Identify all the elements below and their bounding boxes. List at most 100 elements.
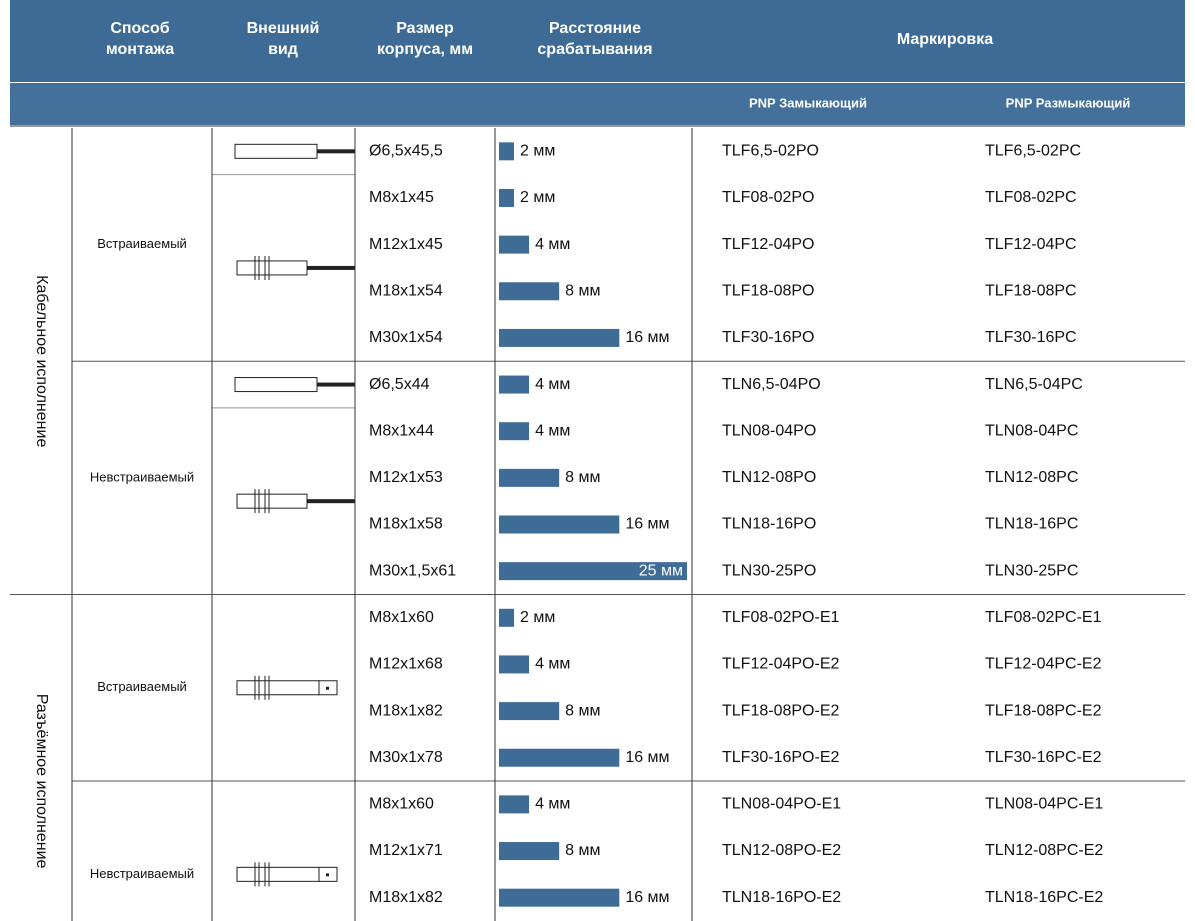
marking-pc: TLN6,5-04PC	[985, 376, 1083, 393]
distance-label: 4 мм	[535, 376, 570, 393]
size: M30x1x78	[369, 749, 443, 766]
header-label: срабатывания	[537, 41, 652, 58]
sensor-body	[236, 260, 308, 276]
size: M30x1,5x61	[369, 562, 456, 579]
cable	[317, 149, 355, 154]
header-label: Способ	[110, 20, 169, 37]
header-label: монтажа	[106, 41, 174, 58]
marking-pc: TLN12-08PC-E2	[985, 842, 1103, 859]
marking-pc: TLN08-04PC	[985, 422, 1078, 439]
marking-pc: TLF6,5-02PC	[985, 143, 1081, 160]
mount: Невстраиваемый	[90, 866, 194, 881]
marking-pc: TLN18-16PC	[985, 516, 1078, 533]
distance-bar	[499, 888, 620, 907]
sensor-body	[236, 493, 308, 509]
marking-po: TLF18-08PO-E2	[722, 702, 839, 719]
distance-label: 4 мм	[535, 236, 570, 253]
size: M18x1x82	[369, 889, 443, 906]
size: M12x1x68	[369, 656, 443, 673]
marking-po: TLN18-16PO	[722, 516, 816, 533]
marking-po: TLN08-04PO-E1	[722, 796, 841, 813]
marking-po: TLF08-02PO	[722, 189, 814, 206]
size: M18x1x54	[369, 282, 443, 299]
header-bg	[10, 0, 1185, 82]
distance-bar	[499, 655, 530, 674]
marking-pc: TLF08-02PC	[985, 189, 1077, 206]
marking-po: TLN6,5-04PO	[722, 376, 821, 393]
marking-pc: TLF18-08PC-E2	[985, 702, 1102, 719]
distance-label: 4 мм	[535, 796, 570, 813]
marking-po: TLN18-16PO-E2	[722, 889, 841, 906]
marking-pc: TLF18-08PC	[985, 282, 1077, 299]
marking-po: TLN30-25PO	[722, 562, 816, 579]
sensor-body	[234, 377, 318, 393]
marking-pc: TLF30-16PC-E2	[985, 749, 1102, 766]
distance-label: 25 мм	[639, 562, 683, 579]
section-label: Кабельное исполнение	[33, 275, 50, 447]
distance-bar	[499, 702, 560, 721]
sensor-body	[236, 866, 320, 882]
size: M30x1x54	[369, 329, 443, 346]
distance-bar	[499, 515, 620, 534]
marking-pc: TLN30-25PC	[985, 562, 1078, 579]
marking-po: TLF08-02PO-E1	[722, 609, 839, 626]
distance-bar	[499, 375, 530, 394]
marking-po: TLF12-04PO-E2	[722, 656, 839, 673]
distance-bar	[499, 748, 620, 767]
size: M8x1x60	[369, 609, 434, 626]
distance-label: 2 мм	[520, 143, 555, 160]
marking-po: TLN08-04PO	[722, 422, 816, 439]
section-label: Разъёмное исполнение	[33, 694, 50, 869]
distance-label: 16 мм	[625, 749, 669, 766]
size: Ø6,5x45,5	[369, 143, 443, 160]
distance-bar	[499, 422, 530, 441]
marking-pc: TLF08-02PC-E1	[985, 609, 1102, 626]
marking-po: TLF18-08PO	[722, 282, 814, 299]
size: M12x1x53	[369, 469, 443, 486]
mount: Встраиваемый	[97, 236, 187, 251]
distance-label: 8 мм	[565, 842, 600, 859]
cable	[317, 382, 355, 387]
cable	[307, 499, 355, 504]
header-label: Размер	[396, 20, 454, 37]
distance-label: 4 мм	[535, 422, 570, 439]
distance-label: 16 мм	[625, 516, 669, 533]
distance-bar	[499, 842, 560, 861]
marking-pc: TLN18-16PC-E2	[985, 889, 1103, 906]
size: M8x1x45	[369, 189, 434, 206]
header-label: вид	[268, 41, 298, 58]
marking-pc: TLN12-08PC	[985, 469, 1078, 486]
marking-pc: TLF30-16PC	[985, 329, 1077, 346]
mount: Невстраиваемый	[90, 469, 194, 484]
size: M8x1x60	[369, 796, 434, 813]
subheader-label: PNP Замыкающий	[749, 95, 867, 110]
distance-label: 2 мм	[520, 609, 555, 626]
marking-po: TLF6,5-02PO	[722, 143, 819, 160]
marking-po: TLF30-16PO	[722, 329, 814, 346]
distance-label: 4 мм	[535, 656, 570, 673]
distance-label: 8 мм	[565, 469, 600, 486]
size: M18x1x82	[369, 702, 443, 719]
cable	[307, 265, 355, 270]
distance-bar	[499, 235, 530, 254]
marking-po: TLF30-16PO-E2	[722, 749, 839, 766]
distance-bar	[499, 282, 560, 301]
distance-bar	[499, 188, 515, 207]
marking-po: TLN12-08PO-E2	[722, 842, 841, 859]
marking-pc: TLN08-04PC-E1	[985, 796, 1103, 813]
distance-label: 16 мм	[625, 329, 669, 346]
marking-po: TLN12-08PO	[722, 469, 816, 486]
distance-label: 8 мм	[565, 702, 600, 719]
mount: Встраиваемый	[97, 679, 187, 694]
header-label: Расстояние	[549, 20, 641, 37]
size: Ø6,5x44	[369, 376, 430, 393]
distance-bar	[499, 608, 515, 627]
distance-bar	[499, 795, 530, 814]
distance-label: 16 мм	[625, 889, 669, 906]
distance-bar	[499, 328, 620, 347]
subheader-bg	[10, 83, 1185, 125]
marking-po: TLF12-04PO	[722, 236, 814, 253]
header-label: Маркировка	[897, 31, 993, 48]
distance-bar	[499, 142, 515, 161]
